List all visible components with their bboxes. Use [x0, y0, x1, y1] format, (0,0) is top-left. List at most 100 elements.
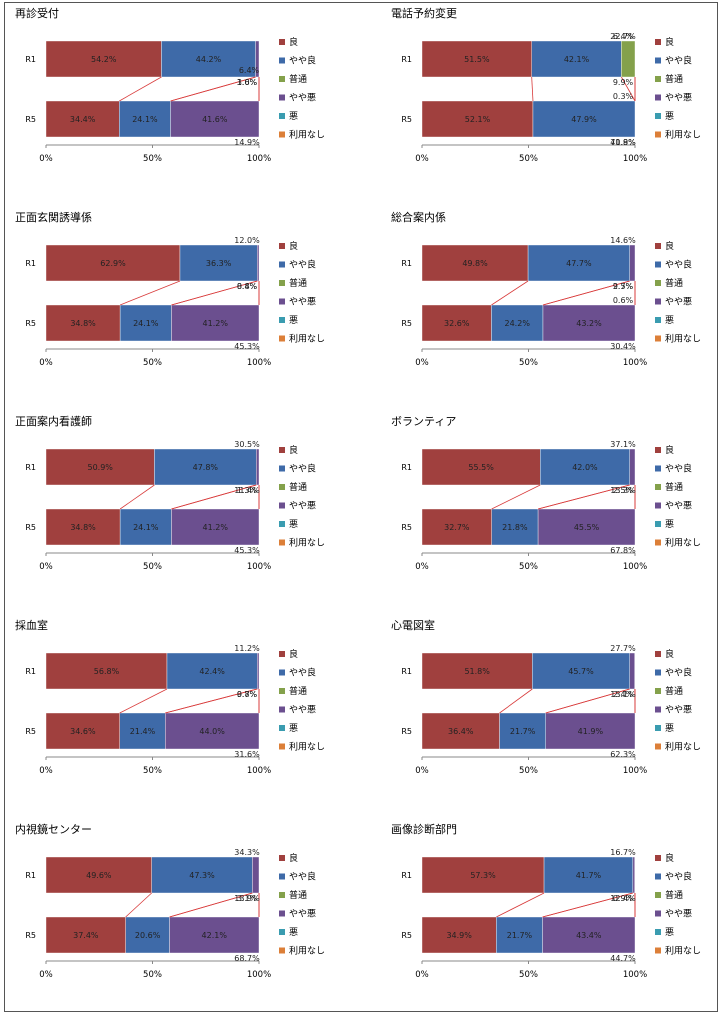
legend-swatch: [279, 484, 285, 490]
x-tick-label: 100%: [247, 154, 271, 164]
category-label: R5: [25, 319, 36, 328]
legend-label: 良: [665, 852, 674, 864]
legend-swatch: [655, 929, 661, 935]
legend-swatch: [655, 317, 661, 323]
legend-label: やや悪: [289, 909, 316, 920]
x-tick-label: 50%: [519, 562, 538, 572]
legend-label: 良: [665, 36, 674, 48]
connector-line: [120, 281, 180, 305]
category-label: R1: [401, 259, 412, 268]
legend-swatch: [279, 521, 285, 527]
chart-title: 電話予約変更: [391, 6, 457, 20]
chart-title: 内視鏡センター: [15, 822, 92, 836]
data-label: 44.7%: [610, 954, 636, 963]
connector-line: [120, 689, 167, 713]
category-label: R5: [25, 115, 36, 124]
legend-label: 普通: [289, 481, 307, 493]
legend-swatch: [655, 911, 661, 917]
bar-segment: [630, 449, 635, 485]
legend-swatch: [655, 725, 661, 731]
category-label: R1: [401, 463, 412, 472]
x-tick-label: 0%: [415, 154, 429, 164]
legend-label: 悪: [665, 723, 674, 734]
chart-title: 画像診断部門: [391, 822, 457, 836]
legend-label: 利用なし: [289, 741, 325, 753]
legend-swatch: [655, 76, 661, 82]
legend-label: 良: [665, 648, 674, 660]
legend-swatch: [279, 688, 285, 694]
legend-label: 普通: [665, 685, 683, 697]
data-label: 43.2%: [576, 319, 602, 328]
legend-swatch: [655, 874, 661, 880]
legend-swatch: [655, 651, 661, 657]
data-label: 24.1%: [133, 523, 159, 532]
data-label: 47.9%: [571, 115, 597, 124]
chart-panel: 総合案内係0%50%100%R1R549.8%47.7%2.5%14.6%9.7…: [391, 210, 701, 368]
x-tick-label: 100%: [623, 154, 647, 164]
category-label: R5: [25, 931, 36, 940]
legend-label: 利用なし: [289, 129, 325, 141]
legend-label: やや悪: [665, 501, 692, 512]
data-label: 13.1%: [610, 690, 636, 699]
x-tick-label: 0%: [39, 154, 53, 164]
legend-label: やや良: [289, 259, 316, 271]
data-label: 51.8%: [464, 667, 490, 676]
legend-label: やや悪: [665, 93, 692, 104]
data-label: 36.3%: [206, 259, 232, 268]
x-tick-label: 0%: [415, 970, 429, 980]
x-tick-label: 0%: [39, 358, 53, 368]
legend-label: 利用なし: [665, 741, 701, 753]
connector-line: [126, 893, 152, 917]
legend-label: 悪: [289, 111, 298, 122]
x-tick-label: 50%: [519, 766, 538, 776]
chart-title: 再診受付: [15, 6, 59, 20]
category-label: R1: [401, 871, 412, 880]
category-label: R5: [401, 115, 412, 124]
chart-title: 正面玄関誘導係: [15, 210, 92, 224]
legend-swatch: [279, 651, 285, 657]
legend-swatch: [655, 280, 661, 286]
legend-swatch: [279, 540, 285, 546]
chart-title: 正面案内看護師: [15, 414, 92, 428]
connector-line: [500, 689, 533, 713]
data-label: 13.3%: [610, 486, 636, 495]
legend-swatch: [279, 336, 285, 342]
category-label: R5: [401, 523, 412, 532]
x-tick-label: 100%: [247, 562, 271, 572]
legend-label: やや良: [665, 259, 692, 271]
category-label: R5: [401, 727, 412, 736]
data-label: 24.2%: [505, 319, 531, 328]
legend-swatch: [655, 670, 661, 676]
legend-swatch: [279, 503, 285, 509]
legend-label: 利用なし: [289, 537, 325, 549]
legend-label: 良: [289, 648, 298, 660]
legend-label: やや悪: [289, 297, 316, 308]
data-label: 22.7%: [610, 32, 636, 41]
category-label: R1: [25, 55, 36, 64]
data-label: 34.9%: [446, 931, 472, 940]
chart-panel: 採血室0%50%100%R1R556.8%42.4%0.8%11.2%9.7%3…: [15, 618, 325, 776]
legend-label: やや悪: [665, 297, 692, 308]
data-label: 36.4%: [448, 727, 474, 736]
legend-swatch: [279, 744, 285, 750]
legend-swatch: [279, 929, 285, 935]
data-label: 41.7%: [576, 871, 602, 880]
chart-panel: 電話予約変更0%50%100%R1R551.5%42.1%6.4%22.7%9.…: [391, 6, 701, 164]
legend-label: 普通: [289, 73, 307, 85]
data-label: 30.4%: [610, 342, 636, 351]
data-label: 11.4%: [234, 486, 260, 495]
legend-label: やや良: [665, 55, 692, 67]
data-label: 49.6%: [86, 871, 112, 880]
data-label: 44.2%: [196, 55, 222, 64]
legend-label: 悪: [289, 927, 298, 938]
x-tick-label: 0%: [39, 766, 53, 776]
chart-panel: ボランティア0%50%100%R1R555.5%42.0%2.5%37.1%13…: [391, 415, 701, 572]
x-tick-label: 100%: [247, 766, 271, 776]
data-label: 31.6%: [234, 750, 260, 759]
data-label: 14.6%: [610, 236, 636, 245]
legend-label: 良: [289, 240, 298, 252]
data-label: 67.8%: [610, 546, 636, 555]
category-label: R1: [25, 259, 36, 268]
data-label: 21.7%: [507, 931, 533, 940]
bar-segment: [621, 41, 635, 77]
